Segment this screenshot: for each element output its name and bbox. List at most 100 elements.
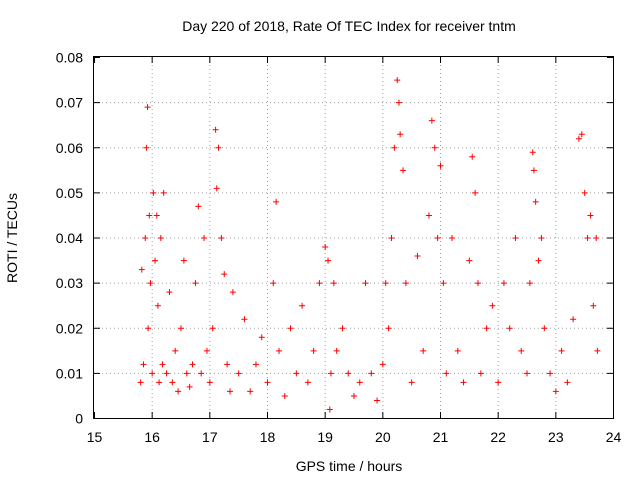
data-point: [163, 370, 170, 377]
data-point: [594, 347, 601, 354]
data-point: [198, 370, 205, 377]
data-point: [192, 280, 199, 287]
data-point: [500, 280, 507, 287]
data-point: [160, 189, 167, 196]
y-tick-label: 0.06: [56, 140, 83, 156]
data-point: [252, 361, 259, 368]
data-point: [203, 347, 210, 354]
data-point: [287, 325, 294, 332]
data-point: [138, 266, 145, 273]
data-point: [325, 257, 332, 264]
data-point: [153, 212, 160, 219]
data-point: [169, 379, 176, 386]
data-point: [241, 316, 248, 323]
data-point: [506, 325, 513, 332]
data-point: [166, 289, 173, 296]
data-point: [144, 104, 151, 111]
data-point: [395, 99, 402, 106]
data-point: [552, 388, 559, 395]
data-point: [564, 379, 571, 386]
data-point: [472, 189, 479, 196]
data-point: [469, 153, 476, 160]
data-point: [489, 302, 496, 309]
x-tick-label: 17: [202, 429, 218, 445]
data-point: [157, 235, 164, 241]
data-points: [137, 77, 601, 413]
x-axis-label: GPS time / hours: [296, 458, 403, 474]
y-tick-label: 0.08: [56, 50, 83, 66]
data-point: [414, 253, 421, 260]
data-point: [137, 379, 144, 386]
x-tick-label: 21: [433, 429, 449, 445]
data-point: [541, 325, 548, 332]
data-point: [178, 325, 184, 332]
data-point: [150, 189, 157, 196]
data-point: [581, 189, 588, 196]
x-tick-label: 24: [606, 429, 622, 445]
data-point: [145, 325, 152, 332]
data-point: [391, 144, 398, 151]
data-point: [189, 361, 196, 368]
data-point: [575, 135, 582, 142]
data-point: [428, 117, 435, 124]
data-point: [327, 370, 334, 377]
data-point: [590, 302, 597, 309]
data-point: [374, 397, 381, 404]
data-point: [156, 379, 163, 386]
data-point: [558, 347, 565, 354]
data-point: [152, 257, 159, 264]
chart-title: Day 220 of 2018, Rate Of TEC Index for r…: [182, 18, 516, 34]
data-point: [142, 235, 149, 241]
data-point: [339, 325, 346, 332]
data-point: [440, 280, 447, 287]
y-tick-labels: 0 0.01 0.02 0.03 0.04 0.05 0.06 0.07 0.08: [56, 50, 83, 427]
y-axis-label: ROTI / TECUs: [4, 193, 20, 283]
data-point: [477, 370, 484, 377]
x-tick-label: 18: [260, 429, 276, 445]
data-point: [218, 235, 225, 241]
data-point: [483, 325, 490, 332]
data-point: [215, 144, 222, 151]
data-point: [437, 162, 444, 169]
data-point: [186, 383, 193, 390]
data-point: [578, 131, 585, 138]
data-point: [175, 388, 182, 395]
x-tick-label: 20: [375, 429, 391, 445]
data-point: [281, 392, 288, 399]
data-point: [535, 257, 542, 264]
data-point: [276, 347, 283, 354]
y-tick-label: 0.07: [56, 95, 83, 111]
data-point: [379, 361, 386, 368]
data-point: [264, 379, 271, 386]
data-point: [143, 144, 150, 151]
data-point: [356, 379, 363, 386]
data-point: [385, 325, 392, 332]
data-point: [322, 244, 329, 251]
x-tick-label: 23: [548, 429, 564, 445]
data-point: [206, 379, 213, 386]
data-point: [495, 379, 502, 386]
data-point: [154, 302, 161, 309]
data-point: [518, 347, 525, 354]
data-point: [227, 388, 234, 395]
data-point: [434, 235, 441, 241]
data-point: [270, 280, 277, 287]
data-point: [474, 280, 481, 287]
data-point: [299, 302, 306, 309]
data-point: [195, 203, 202, 210]
data-point: [273, 198, 280, 205]
data-point: [345, 370, 352, 377]
data-point: [512, 235, 519, 241]
x-tick-label: 16: [144, 429, 160, 445]
data-point: [229, 289, 236, 296]
axis-ticks: [94, 57, 614, 419]
data-point: [593, 235, 600, 241]
data-point: [213, 185, 220, 192]
data-point: [431, 144, 438, 151]
y-tick-label: 0: [75, 411, 83, 427]
y-tick-label: 0.04: [56, 230, 83, 246]
data-point: [449, 235, 456, 241]
data-point: [247, 388, 254, 395]
data-point: [402, 280, 409, 287]
data-point: [149, 370, 156, 377]
